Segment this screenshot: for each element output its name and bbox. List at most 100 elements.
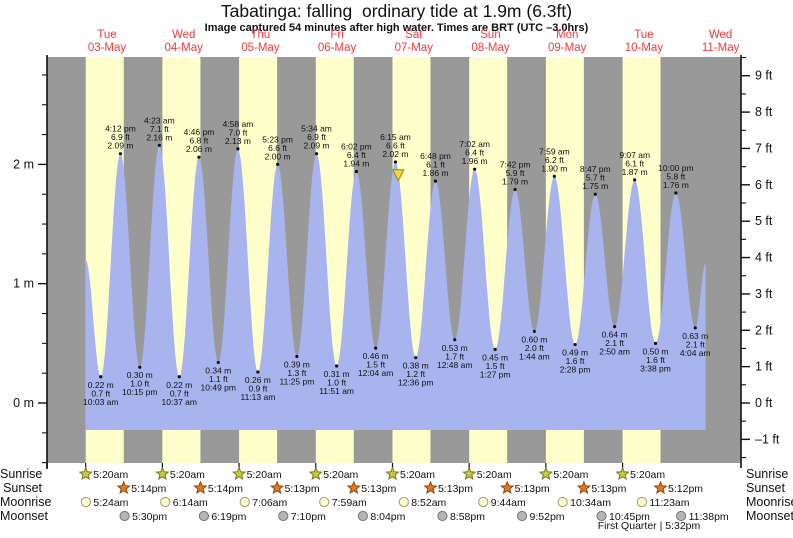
moonset-row-label-right: Moonset	[746, 509, 793, 523]
high-tide-time-label: 5:34 am	[301, 124, 332, 134]
sunset-time: 5:13pm	[515, 483, 550, 495]
left-axis-tick-label: 1 m	[13, 277, 34, 291]
right-axis-tick-label: 6 ft	[755, 178, 773, 192]
tide-dot	[177, 375, 181, 379]
low-tide-time-label: 12:36 pm	[398, 378, 433, 388]
sunset-time: 5:13pm	[285, 483, 320, 495]
low-tide-ft-label: 1.7 ft	[445, 351, 465, 361]
tide-dot	[157, 143, 161, 147]
low-tide-m-label: 0.31 m	[324, 369, 350, 379]
low-tide-ft-label: 1.3 ft	[287, 368, 307, 378]
date-label: 07-May	[395, 42, 434, 54]
sunrise-time: 5:20am	[553, 469, 588, 481]
high-tide-ft-label: 6.8 ft	[189, 136, 209, 146]
low-tide-m-label: 0.64 m	[602, 330, 628, 340]
day-of-week-label: Mon	[556, 29, 578, 41]
moonset-icon	[119, 510, 130, 522]
page-title: Tabatinga: falling ordinary tide at 1.9m…	[220, 1, 573, 21]
moonrise-icon	[80, 496, 92, 508]
low-tide-ft-label: 0.7 ft	[91, 388, 111, 398]
tide-dot	[653, 341, 658, 345]
low-tide-ft-label: 1.0 ft	[327, 378, 347, 388]
moonrise-time: 8:52am	[411, 497, 446, 509]
high-tide-m-label: 1.76 m	[663, 180, 689, 190]
sunset-time: 5:13pm	[438, 483, 473, 495]
high-tide-ft-label: 5.7 ft	[586, 173, 606, 183]
sunrise-time: 5:20am	[247, 469, 282, 481]
sunrise-time: 5:20am	[323, 469, 358, 481]
sunset-icon	[653, 480, 668, 495]
low-tide-ft-label: 1.0 ft	[130, 379, 150, 389]
high-tide-time-label: 6:15 am	[380, 132, 411, 142]
high-tide-m-label: 1.94 m	[343, 159, 369, 169]
high-tide-m-label: 2.09 m	[304, 141, 330, 151]
date-label: 04-May	[165, 42, 204, 54]
moonset-icon	[357, 510, 368, 522]
sunrise-row-label-right: Sunrise	[746, 467, 789, 481]
low-tide-m-label: 0.39 m	[284, 359, 310, 369]
low-tide-time-label: 10:49 pm	[201, 382, 236, 392]
sunrise-icon	[231, 466, 247, 481]
low-tide-time-label: 2:28 pm	[560, 365, 591, 375]
sunrise-icon	[538, 466, 554, 481]
tide-dot	[552, 174, 556, 178]
sunrise-time: 5:20am	[477, 469, 512, 481]
right-axis-tick-label: 0 ft	[755, 396, 773, 410]
date-label: 05-May	[241, 42, 280, 54]
high-tide-ft-label: 5.9 ft	[506, 168, 526, 178]
sunset-icon	[116, 480, 131, 495]
sunset-icon	[423, 480, 438, 495]
tide-dot	[453, 338, 457, 342]
moonrise-icon	[557, 496, 568, 508]
left-axis-tick-label: 0 m	[13, 396, 34, 410]
high-tide-time-label: 6:48 pm	[420, 151, 451, 161]
high-tide-ft-label: 7.0 ft	[228, 127, 248, 137]
sunset-time: 5:13pm	[361, 483, 396, 495]
moon-phase-note: First Quarter | 5:32pm	[597, 520, 701, 532]
tide-dot	[197, 155, 201, 159]
sunset-icon	[576, 480, 592, 495]
tide-dot	[393, 160, 398, 164]
day-of-week-label: Fri	[330, 29, 343, 41]
moonset-time: 6:19pm	[211, 511, 246, 523]
tide-dot	[256, 370, 260, 374]
moonset-time: 8:04pm	[370, 511, 405, 523]
high-tide-m-label: 2.16 m	[146, 132, 172, 142]
sunrise-icon	[155, 466, 170, 481]
right-axis-tick-label: –1 ft	[755, 432, 780, 446]
low-tide-ft-label: 2.1 ft	[686, 339, 706, 349]
date-label: 09-May	[548, 42, 587, 54]
date-label: 10-May	[625, 42, 664, 54]
day-of-week-label: Sat	[405, 29, 423, 41]
day-of-week-label: Wed	[709, 29, 732, 41]
moonrise-row-label-right: Moonrise	[746, 495, 793, 509]
day-of-week-label: Tue	[97, 29, 116, 41]
low-tide-time-label: 3:38 pm	[640, 363, 671, 373]
low-tide-ft-label: 1.6 ft	[566, 356, 586, 366]
high-tide-time-label: 9:07 am	[619, 150, 650, 160]
low-tide-m-label: 0.45 m	[482, 352, 508, 362]
sunrise-time: 5:20am	[170, 469, 205, 481]
low-tide-time-label: 4:04 am	[680, 348, 711, 358]
high-tide-ft-label: 6.9 ft	[307, 132, 327, 142]
high-tide-time-label: 6:02 pm	[341, 142, 372, 152]
moonrise-icon	[636, 496, 648, 508]
low-tide-time-label: 12:04 am	[358, 368, 393, 378]
left-axis-tick-label: 2 m	[13, 157, 34, 171]
right-axis-tick-label: 1 ft	[755, 360, 773, 374]
tide-dot	[633, 178, 637, 182]
current-time-marker-icon	[391, 169, 405, 182]
moonset-time: 7:10pm	[291, 511, 326, 523]
low-tide-ft-label: 2.0 ft	[525, 343, 545, 353]
sunset-time: 5:14pm	[131, 483, 166, 495]
moonrise-time: 7:06am	[252, 497, 287, 509]
tide-dot	[276, 162, 280, 166]
low-tide-ft-label: 1.5 ft	[366, 360, 386, 370]
moonrise-time: 5:24am	[93, 497, 128, 509]
low-tide-time-label: 10:15 pm	[122, 387, 157, 397]
tide-dot	[354, 169, 358, 174]
high-tide-m-label: 1.90 m	[541, 163, 567, 173]
low-tide-m-label: 0.50 m	[643, 346, 669, 356]
low-tide-ft-label: 0.7 ft	[170, 388, 190, 398]
right-axis-tick-label: 3 ft	[755, 287, 773, 301]
